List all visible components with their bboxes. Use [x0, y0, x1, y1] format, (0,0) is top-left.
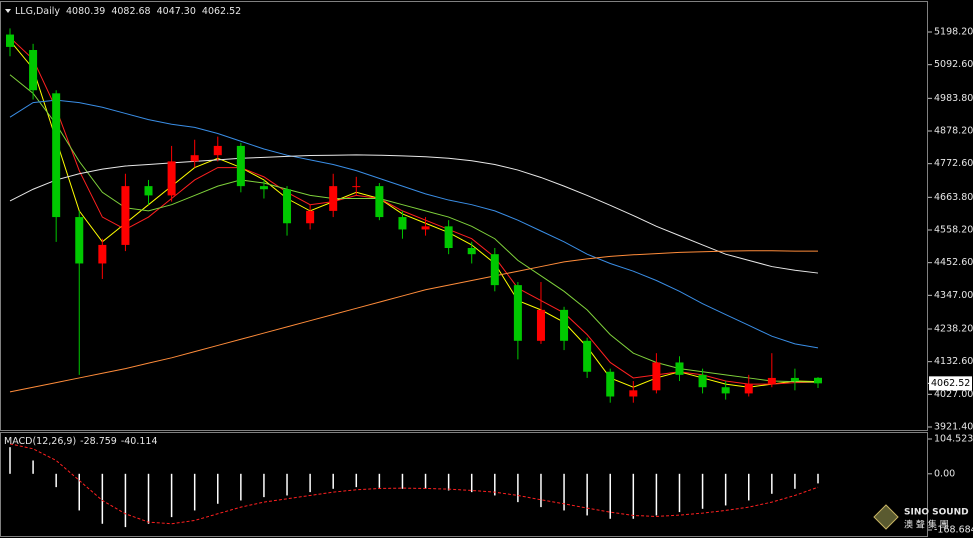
candle-body [52, 93, 61, 218]
main-panel-frame [0, 1, 928, 431]
candle-body [121, 186, 130, 245]
candle-body [444, 226, 453, 249]
candle-body [190, 155, 199, 162]
y-tick-label: 4772.60 [934, 158, 973, 169]
moving-average [9, 250, 818, 393]
candle-body [236, 145, 245, 187]
moving-average [9, 154, 819, 274]
candle-body [375, 186, 384, 218]
current-price-box [929, 376, 972, 391]
candle-body [767, 377, 776, 385]
candle-body [6, 34, 14, 47]
candle-body [606, 371, 615, 397]
ohlc-value: 4080.39 [66, 6, 105, 17]
candle-body [29, 50, 38, 91]
y-tick-label: 4347.00 [934, 290, 973, 301]
candle-body [536, 309, 545, 341]
y-tick-label: 3921.40 [934, 421, 973, 432]
watermark-brand: SINO SOUND [904, 508, 969, 518]
ohlc-value: 4047.30 [157, 6, 196, 17]
y-tick-label: 4132.60 [934, 356, 973, 367]
candle-body [583, 340, 592, 372]
logo [873, 504, 899, 530]
candle-body [144, 186, 153, 196]
candle-body [421, 226, 430, 230]
candle-body [513, 285, 522, 341]
candle-body [652, 362, 661, 391]
candle-body [398, 217, 407, 230]
ohlc-value: 4062.52 [202, 6, 241, 17]
y-tick-label: 4878.20 [934, 126, 973, 137]
candle-body [698, 374, 707, 388]
candle-body [721, 387, 730, 394]
candle-body [675, 362, 684, 375]
y-tick-label: 4027.00 [934, 389, 973, 400]
moving-average [9, 99, 819, 349]
y-tick-label: 4983.80 [934, 93, 973, 104]
macd-header: MACD(12,26,9) -28.759 -40.114 [4, 436, 158, 447]
y-tick-label: 104.523 [934, 433, 973, 444]
watermark: SINO SOUND 澳 聲 集 團 [873, 504, 969, 531]
candle-body [629, 390, 638, 397]
candle-body [744, 384, 753, 394]
y-tick-label: 4558.20 [934, 224, 973, 235]
macd-panel-frame [0, 432, 928, 537]
watermark-sub: 澳 聲 集 團 [904, 519, 949, 531]
candle-body [352, 186, 361, 188]
candle-body [560, 309, 569, 341]
ohlc-value: 4082.68 [111, 6, 150, 17]
candle-body [814, 377, 822, 384]
y-tick-label: -168.684 [934, 524, 973, 535]
y-tick-label: 5198.20 [934, 27, 973, 38]
y-tick-label: 4238.20 [934, 323, 973, 334]
menu-triangle[interactable] [5, 9, 11, 13]
header: LLG,Daily 4080.39 4082.68 4047.30 4062.52 [15, 6, 241, 17]
candle-body [306, 210, 315, 224]
y-tick-label: 4452.60 [934, 257, 973, 268]
y-tick-label: 5092.60 [934, 59, 973, 70]
candle-body [167, 161, 176, 196]
candle-body [213, 145, 222, 156]
candle-body [467, 248, 476, 255]
y-tick-label: 4663.80 [934, 192, 973, 203]
symbol-title: LLG,Daily [15, 6, 60, 17]
current-price-label: 4062.52 [931, 378, 970, 389]
macd-title: MACD(12,26,9) [4, 436, 76, 447]
candle-body [790, 377, 799, 382]
macd-signal: -40.114 [121, 436, 158, 447]
candle-body [283, 189, 292, 224]
macd-main: -28.759 [80, 436, 117, 447]
y-tick-label: 0.00 [934, 468, 955, 479]
candle-body [75, 217, 84, 264]
signal-line [9, 443, 819, 525]
candle-body [490, 254, 499, 286]
candle-body [259, 186, 268, 190]
candle-body [329, 186, 338, 211]
candle-body [98, 244, 107, 264]
